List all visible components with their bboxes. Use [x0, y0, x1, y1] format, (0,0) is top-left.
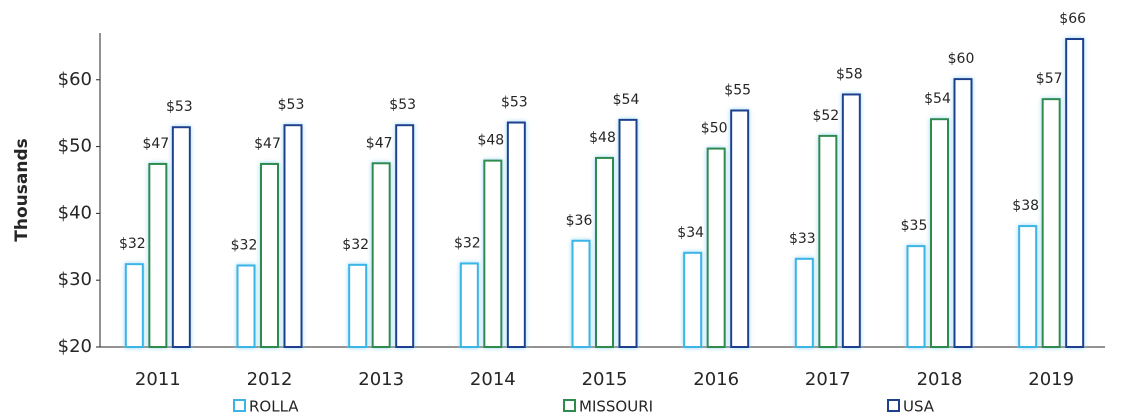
legend-swatch: [887, 399, 900, 412]
x-tick-label: 2019: [1028, 369, 1074, 390]
x-tick-label: 2015: [582, 369, 628, 390]
value-label: $57: [1036, 71, 1063, 87]
x-tick-label: 2016: [693, 369, 739, 390]
value-label: $48: [477, 133, 504, 149]
bar: [236, 264, 256, 349]
bar: [683, 251, 703, 348]
bar: [148, 162, 168, 348]
y-tick-label: $20: [58, 336, 92, 357]
y-tick-label: $50: [58, 136, 92, 157]
value-label: $32: [342, 237, 369, 253]
value-label: $32: [454, 235, 481, 251]
bar: [618, 118, 638, 349]
value-label: $52: [812, 108, 839, 124]
bar: [706, 147, 726, 348]
bar: [794, 257, 814, 349]
legend-label: MISSOURI: [579, 398, 653, 416]
bar: [730, 109, 750, 348]
bar: [459, 262, 479, 348]
value-label: $60: [948, 51, 975, 67]
legend-label: ROLLA: [249, 398, 299, 416]
bar: [371, 162, 391, 348]
legend-label: USA: [903, 398, 935, 416]
value-label: $32: [231, 237, 258, 253]
bar: [571, 239, 591, 349]
y-axis-title: Thousands: [12, 138, 32, 241]
bar: [124, 263, 144, 348]
value-label: $35: [901, 218, 928, 234]
x-tick-label: 2013: [358, 369, 404, 390]
value-label: $53: [166, 99, 193, 115]
x-tick-label: 2011: [135, 369, 181, 390]
x-tick-label: 2018: [917, 369, 963, 390]
x-tick-label: 2012: [247, 369, 293, 390]
bar: [930, 118, 949, 348]
value-label: $54: [924, 91, 951, 107]
value-label: $36: [566, 213, 593, 229]
y-tick-label: $60: [58, 69, 92, 90]
legend-swatch: [233, 399, 246, 412]
bar: [260, 162, 279, 348]
bar: [818, 134, 838, 348]
bar: [841, 93, 861, 348]
bar: [395, 124, 415, 349]
bar: [953, 78, 973, 348]
x-tick-label: 2017: [805, 369, 851, 390]
value-label: $38: [1012, 198, 1039, 214]
value-label: $47: [142, 136, 169, 152]
value-label: $53: [501, 95, 528, 111]
value-label: $47: [366, 135, 393, 151]
bar: [1065, 38, 1085, 349]
value-label: $47: [254, 136, 281, 152]
bar: [595, 156, 614, 348]
value-label: $50: [701, 121, 728, 137]
value-label: $55: [724, 82, 751, 98]
legend-swatch: [563, 399, 576, 412]
value-label: $53: [389, 97, 416, 113]
value-label: $54: [613, 92, 640, 108]
value-label: $58: [836, 66, 863, 82]
bar: [171, 126, 191, 348]
bar: [348, 263, 368, 348]
bar: [906, 245, 926, 349]
value-label: $34: [677, 225, 704, 241]
value-label: $32: [119, 236, 146, 252]
bar: [483, 159, 503, 348]
value-label: $53: [278, 97, 305, 113]
value-label: $33: [789, 231, 816, 247]
value-label: $48: [589, 130, 616, 146]
y-tick-label: $40: [58, 202, 92, 223]
bar: [506, 121, 526, 348]
bar: [1041, 98, 1061, 348]
bar: [1018, 225, 1038, 348]
bar: [283, 124, 303, 349]
y-tick-label: $30: [58, 269, 92, 290]
x-tick-label: 2014: [470, 369, 516, 390]
value-label: $66: [1059, 11, 1086, 27]
